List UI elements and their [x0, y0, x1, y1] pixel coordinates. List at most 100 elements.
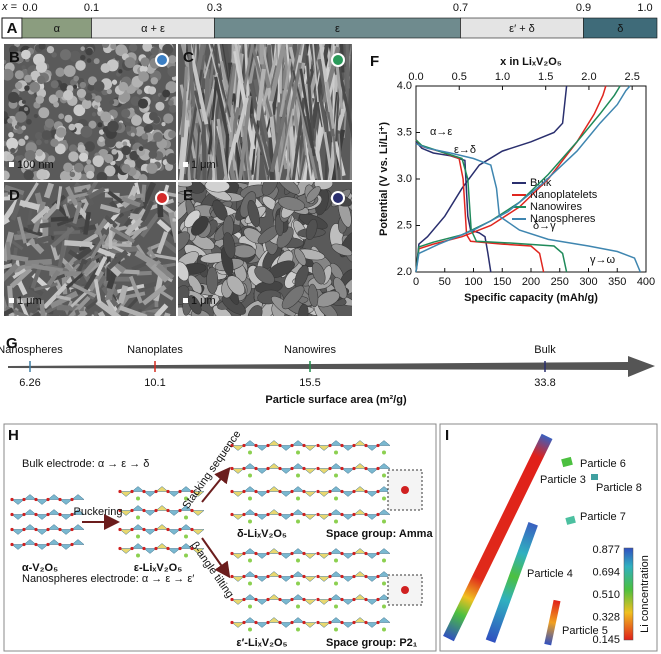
annotation: γ→ω	[590, 254, 616, 266]
grain	[4, 68, 14, 81]
particle	[191, 216, 209, 236]
oxygen	[142, 489, 146, 494]
oxygen	[118, 527, 122, 532]
platelet	[50, 226, 75, 248]
fiber	[233, 50, 256, 150]
grain	[163, 113, 174, 124]
polyhedron	[167, 491, 181, 497]
fiber	[329, 129, 346, 180]
grain	[138, 146, 144, 152]
particle	[305, 186, 321, 203]
crystal-structure	[316, 440, 391, 524]
particle	[247, 305, 263, 316]
oxygen	[10, 512, 14, 517]
polyhedron	[191, 529, 205, 535]
oxygen	[178, 546, 182, 551]
particle-label: Particle 5	[562, 625, 608, 637]
colorbar	[623, 547, 634, 641]
polyhedron	[23, 539, 37, 545]
polyhedron	[71, 539, 85, 545]
fiber	[335, 66, 344, 110]
grain	[139, 65, 148, 74]
lithium	[296, 496, 300, 501]
colorbar-tick-label: 0.145	[592, 634, 620, 646]
polyhedron	[191, 491, 205, 497]
grain	[55, 127, 67, 138]
fiber	[348, 129, 352, 180]
platelet	[94, 256, 108, 277]
polyhedron	[341, 622, 355, 628]
platelet	[62, 204, 71, 219]
polyhedron	[59, 499, 73, 505]
oxygen	[58, 527, 62, 532]
scale-bar	[9, 298, 14, 303]
polyhedron	[231, 599, 245, 605]
oxygen	[242, 512, 246, 517]
oxygen	[22, 512, 26, 517]
path-label: Bulk electrode: α → ε → δ	[22, 458, 149, 470]
fiber	[216, 118, 231, 180]
grain	[58, 113, 65, 120]
fiber	[263, 44, 268, 58]
polyhedron	[353, 594, 367, 600]
particle	[178, 231, 190, 253]
platelet	[161, 204, 176, 221]
grain	[146, 162, 158, 174]
lithium	[248, 450, 252, 455]
x2-tick-label: 1.5	[538, 71, 553, 83]
grain	[63, 65, 76, 77]
grain	[124, 125, 132, 132]
grain	[94, 95, 102, 103]
oxygen	[230, 620, 234, 625]
oxygen	[278, 466, 282, 471]
grain	[92, 155, 104, 167]
y-tick-label: 2.0	[397, 266, 412, 278]
oxygen	[364, 443, 368, 448]
polyhedron	[143, 510, 157, 516]
lithium	[296, 604, 300, 609]
oxygen	[376, 443, 380, 448]
particle	[311, 262, 326, 285]
platelet	[154, 303, 169, 316]
grain	[155, 101, 165, 111]
particle	[277, 182, 300, 195]
scale-label: 100 nm	[17, 159, 54, 171]
x2-axis-title: x in LiₓV₂O₅	[500, 56, 562, 68]
oxygen	[364, 551, 368, 556]
grain	[59, 170, 72, 180]
polyhedron	[291, 486, 305, 492]
structure-label: ε′-LiₓV₂O₅	[236, 637, 287, 649]
polyhedron	[341, 491, 355, 497]
grain	[62, 89, 74, 101]
grain	[53, 101, 60, 108]
particle	[178, 182, 193, 188]
oxygen	[130, 508, 134, 513]
polyhedron	[47, 539, 61, 545]
grain	[88, 120, 97, 129]
oxygen	[302, 512, 306, 517]
grain	[8, 132, 14, 138]
oxygen	[316, 551, 320, 556]
lithium	[382, 496, 386, 501]
axis-title: Particle surface area (m²/g)	[265, 394, 407, 406]
polyhedron	[279, 553, 293, 559]
grain	[121, 164, 131, 174]
oxygen	[58, 512, 62, 517]
panel-label: A	[7, 20, 18, 37]
oxygen	[190, 489, 194, 494]
lithium	[382, 473, 386, 478]
fiber	[255, 138, 262, 180]
space-group: Space group: Amma	[326, 528, 433, 540]
polyhedron	[143, 548, 157, 554]
grain	[100, 111, 112, 123]
platelet	[60, 310, 88, 316]
grain	[100, 63, 111, 73]
grain	[35, 139, 42, 146]
platelet	[65, 295, 91, 316]
grain	[142, 44, 153, 52]
polyhedron	[353, 486, 367, 492]
polyhedron	[291, 463, 305, 469]
grain	[24, 74, 33, 83]
oxygen	[290, 597, 294, 602]
lithium	[184, 496, 188, 501]
